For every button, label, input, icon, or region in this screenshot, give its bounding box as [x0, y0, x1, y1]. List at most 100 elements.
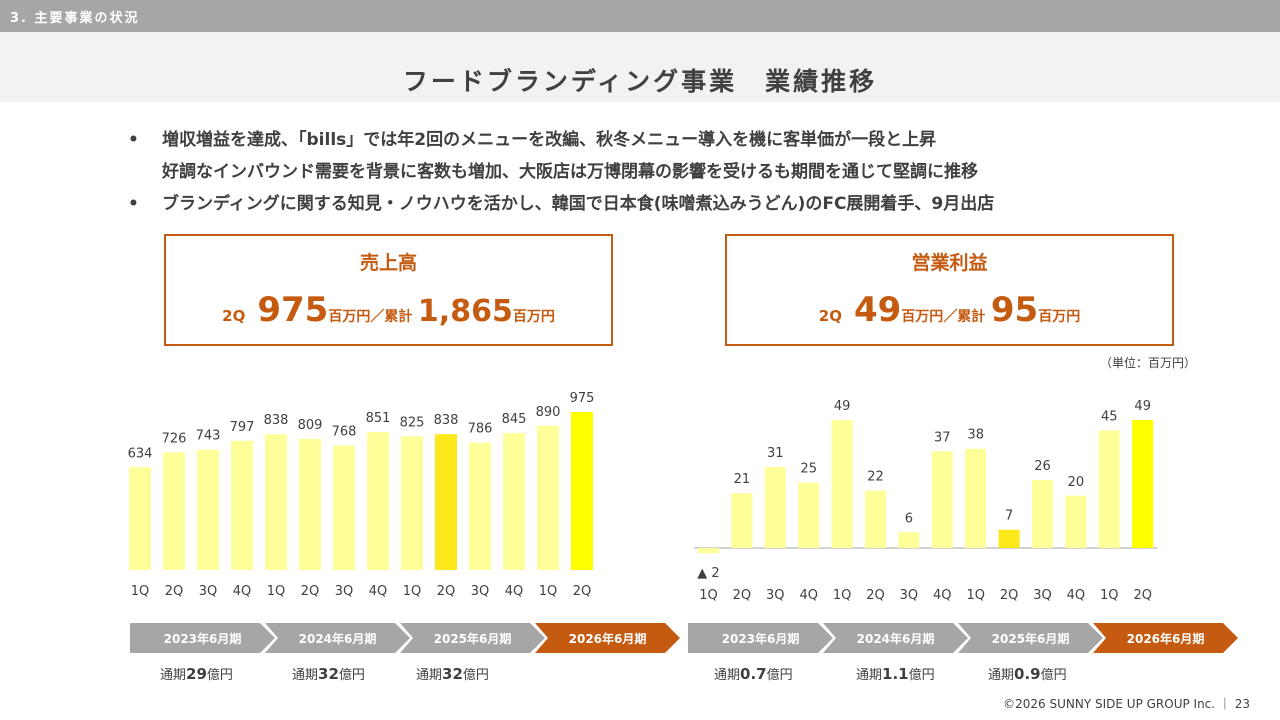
bar-4q-7 — [367, 432, 389, 570]
bullet-line: 増収増益を達成、「bills」では年2回のメニューを改編、秋冬メニュー導入を機に… — [162, 130, 937, 150]
x-tick-label: 1Q — [699, 588, 718, 603]
value-label: 768 — [332, 425, 357, 440]
bar-2q-9 — [435, 434, 457, 570]
x-tick-label: 3Q — [335, 584, 354, 599]
bar-1q-12 — [1098, 430, 1120, 548]
profit-annual-2025: 通期0.9億円 — [988, 665, 1067, 683]
value-label: 743 — [196, 429, 221, 444]
profit-unit: 百万円 — [901, 309, 944, 325]
bar-3q-10 — [1032, 480, 1053, 548]
sales-cumulative-unit: 百万円 — [512, 309, 555, 325]
footer-copyright: ©2026 SUNNY SIDE UP GROUP Inc. ｜ 23 — [1003, 697, 1250, 711]
profit-kpi-title: 営業利益 — [911, 252, 988, 274]
x-tick-label: 4Q — [1067, 588, 1086, 603]
bar-2q-13 — [571, 412, 593, 570]
bullet-line: 好調なインバウンド需要を背景に客数も増加、大阪店は万博閉幕の影響を受けるも期間を… — [162, 162, 978, 182]
value-label: ▲ 2 — [697, 566, 719, 581]
value-label: 825 — [400, 415, 425, 430]
x-tick-label: 4Q — [233, 584, 252, 599]
x-tick-label: 2Q — [301, 584, 320, 599]
value-label: 38 — [967, 428, 984, 443]
bar-2q-1 — [731, 493, 753, 548]
period-chevron: 2026年6月期 — [535, 623, 680, 653]
bar-1q-4 — [265, 434, 287, 570]
value-label: 7 — [1005, 509, 1013, 524]
bar-2q-1 — [163, 452, 185, 570]
bullet-item: • ブランディングに関する知見・ノウハウを活かし、韓国で日本食(味噌煮込みうどん… — [128, 188, 1248, 220]
bar-3q-10 — [469, 442, 491, 570]
value-label: 975 — [570, 391, 595, 406]
value-label: 890 — [536, 405, 561, 420]
value-label: 25 — [800, 462, 817, 477]
section-label: 3. 主要事業の状況 — [10, 11, 140, 26]
bullet-line: ブランディングに関する知見・ノウハウを活かし、韓国で日本食(味噌煮込みうどん)の… — [162, 194, 995, 214]
value-label: 634 — [128, 446, 153, 461]
value-label: 726 — [162, 431, 187, 446]
section-header-bar: 3. 主要事業の状況 — [0, 0, 1280, 32]
sales-annual-2024: 通期32億円 — [292, 665, 365, 683]
bullet-list: • 増収増益を達成、「bills」では年2回のメニューを改編、秋冬メニュー導入を… — [128, 124, 1248, 220]
bar-4q-11 — [1065, 495, 1087, 548]
x-tick-label: 2Q — [437, 584, 456, 599]
x-tick-label: 1Q — [131, 584, 150, 599]
bar-2q-9 — [998, 529, 1020, 548]
bar-2q-5 — [299, 438, 321, 570]
x-tick-label: 2Q — [1133, 588, 1152, 603]
value-label: 797 — [230, 420, 255, 435]
x-tick-label: 4Q — [933, 588, 952, 603]
profit-kpi-line: 2Q 49百万円／累計 95百万円 — [727, 290, 1172, 330]
value-label: 31 — [767, 446, 784, 461]
bar-1q-8 — [965, 448, 987, 548]
period-chevron: 2025年6月期 — [400, 623, 545, 653]
sales-kpi-line: 2Q 975百万円／累計 1,865百万円 — [166, 290, 611, 330]
bar-2q-5 — [865, 490, 886, 548]
sales-bar-chart: 634 1Q 726 2Q 743 3Q 797 4Q 838 1Q 809 2Q 768 3Q 851 4Q… — [128, 391, 595, 599]
value-label: 49 — [1134, 399, 1151, 414]
x-tick-label: 1Q — [966, 588, 985, 603]
value-label: 37 — [934, 430, 951, 445]
sales-annual-2023: 通期29億円 — [160, 665, 233, 683]
bar-1q-4 — [831, 420, 853, 548]
x-tick-label: 4Q — [799, 588, 818, 603]
value-label: 786 — [468, 422, 493, 437]
value-label: 838 — [264, 413, 289, 428]
sales-cumulative-label: ／累計 — [370, 309, 413, 325]
x-tick-label: 4Q — [505, 584, 524, 599]
profit-cumulative-label: ／累計 — [943, 309, 986, 325]
value-label: 838 — [434, 413, 459, 428]
bar-3q-2 — [764, 467, 786, 548]
bar-1q-8 — [401, 436, 423, 570]
x-tick-label: 3Q — [199, 584, 218, 599]
x-tick-label: 3Q — [766, 588, 785, 603]
x-tick-label: 1Q — [1100, 588, 1119, 603]
x-tick-label: 3Q — [900, 588, 919, 603]
sales-period-chevrons: 2023年6月期 2024年6月期 2025年6月期 2026年6月期 — [130, 623, 680, 653]
value-label: 49 — [834, 399, 851, 414]
bar-1q-12 — [537, 425, 559, 570]
x-tick-label: 1Q — [539, 584, 558, 599]
profit-kpi-box: 営業利益 2Q 49百万円／累計 95百万円 — [725, 234, 1174, 346]
x-tick-label: 2Q — [866, 588, 885, 603]
bar-4q-7 — [931, 451, 953, 548]
value-label: 21 — [734, 472, 751, 487]
value-label: 845 — [502, 412, 527, 427]
bar-3q-2 — [197, 449, 219, 570]
bar-3q-6 — [333, 445, 355, 570]
title-band: フードブランディング事業 業績推移 — [0, 32, 1280, 102]
x-tick-label: 1Q — [403, 584, 422, 599]
x-tick-label: 2Q — [573, 584, 592, 599]
profit-annual-2023: 通期0.7億円 — [714, 665, 793, 683]
bullet-item: • 増収増益を達成、「bills」では年2回のメニューを改編、秋冬メニュー導入を… — [128, 124, 1248, 188]
x-tick-label: 1Q — [267, 584, 286, 599]
bar-1q-0 — [129, 467, 151, 570]
period-chevron: 2026年6月期 — [1093, 623, 1238, 653]
sales-quarter-value: 975 — [257, 290, 329, 330]
value-label: 45 — [1101, 409, 1118, 424]
bar-4q-11 — [503, 433, 525, 570]
value-label: 851 — [366, 411, 391, 426]
value-label: 20 — [1068, 475, 1085, 490]
period-chevron: 2024年6月期 — [823, 623, 968, 653]
value-label: 22 — [867, 470, 884, 485]
sales-kpi-title: 売上高 — [359, 252, 417, 274]
profit-bar-chart: ▲ 2 1Q 21 2Q 31 3Q 25 4Q 49 1Q 22 2Q 6 3Q 37 4Q 38 1Q 7 2Q 2… — [694, 399, 1158, 603]
